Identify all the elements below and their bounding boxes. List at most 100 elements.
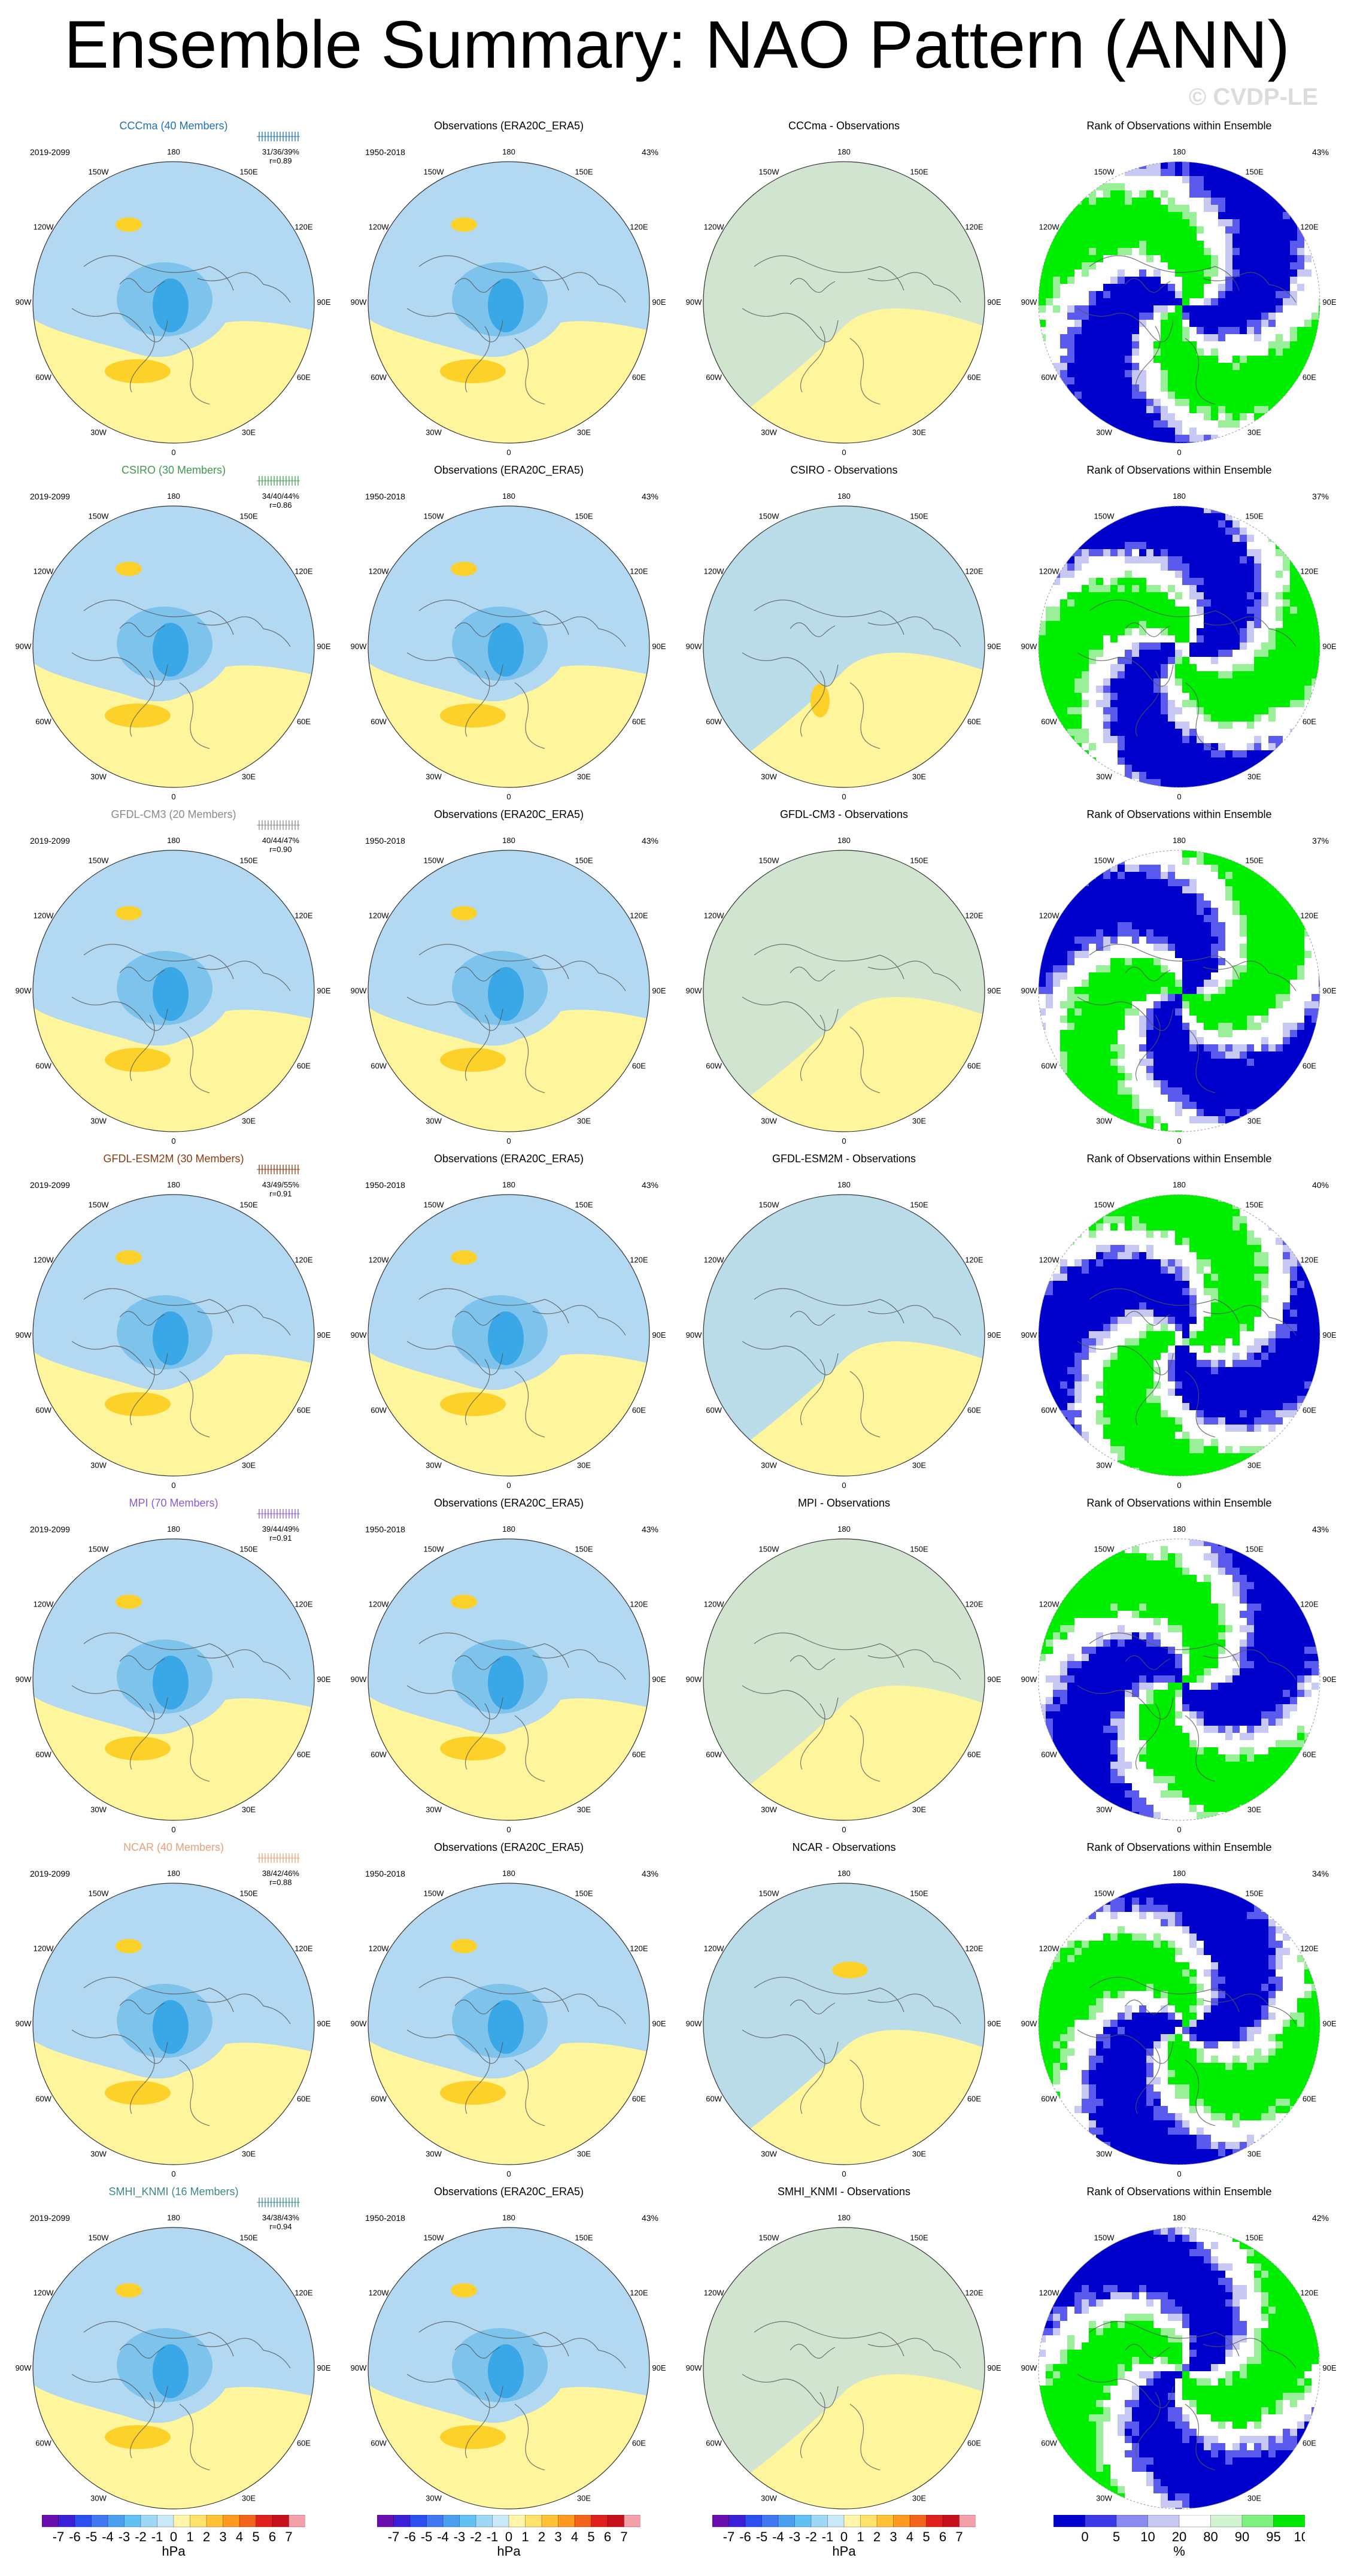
colorbar-tick-label: -5 <box>421 2529 433 2544</box>
longitude-label: 120E <box>965 1600 983 1609</box>
map-boundary <box>32 1194 315 1477</box>
longitude-label: 60E <box>632 1062 646 1071</box>
watermark: © CVDP-LE <box>1188 84 1318 110</box>
longitude-label: 150W <box>89 1201 110 1210</box>
longitude-label: 150W <box>424 512 445 521</box>
longitude-label: 30E <box>912 1460 926 1469</box>
pattern-correlation: r=0.91 <box>269 1189 292 1198</box>
colorbar-swatch <box>124 2514 141 2527</box>
longitude-label: 90W <box>1021 2019 1037 2028</box>
model-panel-title: MPI (70 Members) <box>129 1497 218 1509</box>
map-boundary <box>32 850 315 1132</box>
map-boundary <box>1038 1883 1320 2165</box>
explained-variance: 38/42/46% <box>262 1869 299 1878</box>
longitude-label: 150E <box>1245 512 1264 521</box>
colorbar-tick-label: 4 <box>906 2529 913 2544</box>
longitude-label: 60E <box>967 1750 981 1759</box>
explained-variance: 43% <box>641 2213 658 2223</box>
colorbar-tick-label: -1 <box>151 2529 163 2544</box>
longitude-label: 150W <box>424 1201 445 1210</box>
longitude-label: 90W <box>351 1675 367 1684</box>
colorbar-swatch <box>426 2514 444 2527</box>
longitude-label: 120E <box>630 1600 648 1609</box>
longitude-label: 180 <box>502 492 515 501</box>
longitude-label: 30W <box>1096 1116 1112 1125</box>
polar-map: 180 150E 120E 90E 60E 30E 0 30W 60W 90W 120W 150W <box>1021 1525 1337 1834</box>
longitude-label: 0 <box>842 2169 846 2178</box>
longitude-label: 90E <box>987 1331 1001 1339</box>
longitude-label: 90W <box>16 1331 32 1339</box>
obs-panel: 180 150E 120E 90E 60E 30E 0 30W 60W 90W 120W 150W Ob… <box>347 1497 670 1834</box>
diff-panel-title: CSIRO - Observations <box>790 464 898 476</box>
colorbar-swatch <box>1179 2514 1212 2527</box>
polar-map: 180 150E 120E 90E 60E 30E 0 30W 60W 90W 120W 150W <box>16 836 331 1145</box>
longitude-label: 60W <box>1041 1406 1057 1415</box>
longitude-label: 180 <box>837 147 851 156</box>
diff-panel: 180 150E 120E 90E 60E 30E 0 30W 60W 90W 120W 150W GF… <box>682 808 1006 1145</box>
longitude-label: 120E <box>630 567 648 576</box>
longitude-label: 120W <box>369 223 390 232</box>
explained-variance: 37% <box>1312 836 1329 845</box>
colorbar-swatch <box>239 2514 257 2527</box>
longitude-label: 180 <box>167 2213 180 2222</box>
longitude-label: 60E <box>1303 373 1316 382</box>
longitude-label: 60E <box>297 2095 311 2104</box>
longitude-label: 90W <box>16 2019 32 2028</box>
longitude-label: 30E <box>577 1805 591 1814</box>
map-boundary <box>1038 161 1320 444</box>
longitude-label: 0 <box>506 1137 511 1145</box>
longitude-label: 0 <box>506 792 511 801</box>
colorbar-tick-label: -2 <box>470 2529 482 2544</box>
longitude-label: 180 <box>1173 1180 1186 1189</box>
longitude-label: 60W <box>35 1406 51 1415</box>
obs-panel-title: Observations (ERA20C_ERA5) <box>433 2186 584 2198</box>
longitude-label: 120E <box>1300 1256 1319 1265</box>
longitude-label: 90W <box>686 642 702 651</box>
obs-panel: 180 150E 120E 90E 60E 30E 0 30W 60W 90W 120W 150W Ob… <box>347 1153 670 1490</box>
longitude-label: 150W <box>424 2233 445 2242</box>
colorbar-swatch <box>959 2514 976 2527</box>
longitude-label: 60W <box>371 1406 387 1415</box>
longitude-label: 150E <box>239 1889 258 1898</box>
explained-variance: 43% <box>1312 147 1329 157</box>
longitude-label: 30E <box>912 1805 926 1814</box>
period-label: 2019-2099 <box>30 147 70 157</box>
longitude-label: 90E <box>317 1331 330 1339</box>
colorbar-tick-label: 1 <box>521 2529 529 2544</box>
longitude-label: 120W <box>704 1256 725 1265</box>
pattern-correlation: r=0.88 <box>269 1878 292 1887</box>
colorbar-swatch <box>1053 2514 1086 2527</box>
longitude-label: 60E <box>632 2095 646 2104</box>
longitude-label: 90E <box>317 1675 330 1684</box>
colorbar-swatch <box>728 2514 746 2527</box>
longitude-label: 120W <box>34 2289 54 2298</box>
longitude-label: 120W <box>34 223 54 232</box>
longitude-label: 90W <box>1021 642 1037 651</box>
coastline <box>1077 599 1297 749</box>
longitude-label: 150E <box>239 2233 258 2242</box>
obs-panel: 180 150E 120E 90E 60E 30E 0 30W 60W 90W 120W 150W Ob… <box>347 808 670 1145</box>
map-boundary <box>1038 505 1320 788</box>
map-boundary <box>703 1883 985 2165</box>
longitude-label: 150W <box>759 512 780 521</box>
longitude-label: 150E <box>910 1889 928 1898</box>
coastline <box>742 1288 961 1438</box>
longitude-label: 60W <box>371 373 387 382</box>
colorbar-tick-label: 3 <box>889 2529 897 2544</box>
explained-variance: 42% <box>1312 2213 1329 2223</box>
longitude-label: 90W <box>1021 1675 1037 1684</box>
longitude-label: 60W <box>371 1750 387 1759</box>
longitude-label: 90W <box>16 642 32 651</box>
colorbar-tick-label: 5 <box>1113 2529 1120 2544</box>
longitude-label: 30W <box>761 1460 777 1469</box>
longitude-label: 120E <box>965 2289 983 2298</box>
explained-variance: 34/40/44% <box>262 492 299 501</box>
ensemble-spread-icon <box>257 820 300 830</box>
longitude-label: 90E <box>1322 1675 1336 1684</box>
longitude-label: 120E <box>630 911 648 920</box>
colorbar-tick-label: -6 <box>69 2529 81 2544</box>
rank-panel-title: Rank of Observations within Ensemble <box>1086 2186 1272 2198</box>
longitude-label: 150W <box>424 1545 445 1554</box>
colorbar-swatch <box>860 2514 878 2527</box>
longitude-label: 180 <box>1173 1525 1186 1534</box>
